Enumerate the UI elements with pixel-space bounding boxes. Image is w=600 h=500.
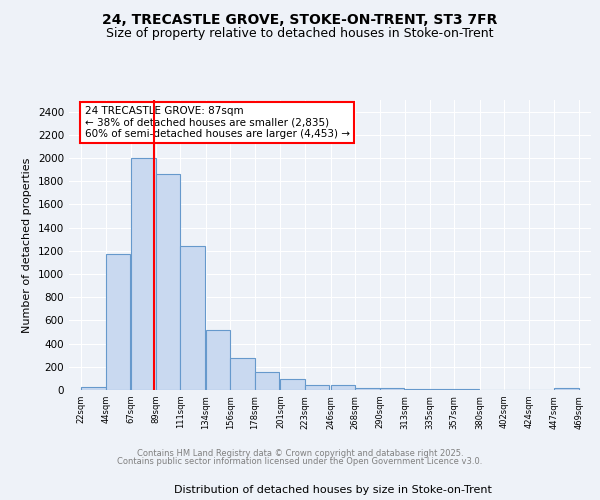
Text: Contains public sector information licensed under the Open Government Licence v3: Contains public sector information licen… (118, 457, 482, 466)
Text: Size of property relative to detached houses in Stoke-on-Trent: Size of property relative to detached ho… (106, 28, 494, 40)
Bar (380, 388, 404, 390)
Y-axis label: Number of detached properties: Number of detached properties (22, 158, 32, 332)
Text: Contains HM Land Registry data © Crown copyright and database right 2025.: Contains HM Land Registry data © Crown c… (137, 448, 463, 458)
Bar (280, 379, 305, 390)
Bar (554, 388, 579, 390)
Bar (156, 174, 181, 390)
Bar (405, 389, 430, 390)
Bar (81, 386, 106, 390)
Bar (230, 358, 255, 390)
Bar (331, 385, 355, 390)
Bar (206, 330, 230, 390)
Bar (131, 158, 156, 390)
Bar (255, 372, 280, 390)
Text: Distribution of detached houses by size in Stoke-on-Trent: Distribution of detached houses by size … (174, 485, 492, 495)
Bar (106, 254, 130, 390)
Bar (181, 246, 205, 390)
Bar (355, 388, 380, 390)
Text: 24 TRECASTLE GROVE: 87sqm
← 38% of detached houses are smaller (2,835)
60% of se: 24 TRECASTLE GROVE: 87sqm ← 38% of detac… (85, 106, 350, 139)
Text: 24, TRECASTLE GROVE, STOKE-ON-TRENT, ST3 7FR: 24, TRECASTLE GROVE, STOKE-ON-TRENT, ST3… (103, 12, 497, 26)
Bar (305, 385, 329, 390)
